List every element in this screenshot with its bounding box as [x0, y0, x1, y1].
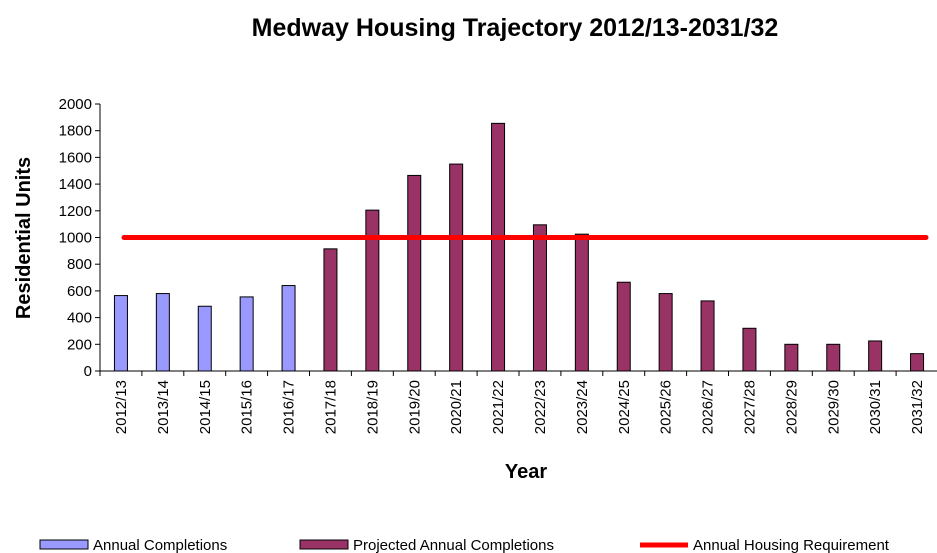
x-tick-label: 2028/29	[783, 380, 800, 434]
bar	[365, 209, 380, 372]
y-axis-label: Residential Units	[13, 157, 35, 319]
x-tick-label: 2015/16	[239, 380, 256, 434]
y-tick-label: 1400	[59, 176, 92, 193]
x-tick-label: 2012/13	[113, 380, 130, 434]
bar	[700, 300, 715, 372]
x-tick-label: 2024/25	[616, 380, 633, 434]
x-tick-label: 2023/24	[574, 380, 591, 434]
x-tick-label: 2026/27	[700, 380, 717, 434]
bar	[281, 285, 296, 372]
bar	[155, 293, 170, 372]
bar	[491, 122, 506, 372]
y-tick-label: 1600	[59, 149, 92, 166]
bar	[574, 233, 589, 372]
bars	[113, 122, 925, 372]
bar	[449, 163, 464, 372]
x-tick-label: 2013/14	[155, 380, 172, 434]
bar	[742, 327, 757, 372]
bar	[532, 224, 547, 372]
x-tick-label: 2029/30	[825, 380, 842, 434]
y-axis-ticks: 0 200 400 600 800 1000 1200 1400 1600 1800 2000	[59, 96, 100, 380]
y-tick-label: 1800	[59, 123, 92, 140]
x-tick-label: 2022/23	[532, 380, 549, 434]
x-tick-label: 2021/22	[490, 380, 507, 434]
bar	[197, 305, 212, 372]
x-tick-label: 2019/20	[406, 380, 423, 434]
x-tick-label: 2016/17	[281, 380, 298, 434]
x-tick-label: 2025/26	[658, 380, 675, 434]
x-tick-label: 2017/18	[322, 380, 339, 434]
bar	[868, 340, 883, 372]
bar	[323, 248, 338, 372]
bar	[616, 281, 631, 372]
bar	[910, 353, 925, 372]
x-axis-ticks: 2012/13 2013/14 2014/15 2015/16 2016/17 2017/…	[99, 371, 926, 434]
axes	[99, 104, 937, 372]
x-tick-label: 2027/28	[741, 380, 758, 434]
y-tick-label: 1000	[59, 230, 92, 247]
x-tick-label: 2030/31	[867, 380, 884, 434]
y-tick-label: 400	[67, 310, 92, 327]
y-tick-label: 800	[67, 256, 92, 273]
x-tick-label: 2020/21	[448, 380, 465, 434]
legend-label: Projected Annual Completions	[353, 537, 554, 553]
legend: Annual Completions Projected Annual Compl…	[39, 537, 890, 553]
x-tick-label: 2014/15	[197, 380, 214, 434]
y-tick-label: 2000	[59, 96, 92, 113]
chart-title: Medway Housing Trajectory 2012/13-2031/3…	[252, 14, 779, 42]
bar	[407, 174, 422, 372]
bar	[239, 296, 254, 372]
bar	[113, 295, 128, 372]
legend-label: Annual Housing Requirement	[693, 537, 890, 553]
y-tick-label: 0	[84, 363, 92, 380]
y-tick-label: 600	[67, 283, 92, 300]
bar	[826, 343, 841, 372]
legend-swatch	[299, 539, 349, 550]
bar	[784, 343, 799, 372]
legend-label: Annual Completions	[93, 537, 227, 553]
legend-swatch	[39, 539, 89, 550]
bar	[658, 293, 673, 372]
x-tick-label: 2031/32	[909, 380, 926, 434]
y-tick-label: 1200	[59, 203, 92, 220]
x-tick-label: 2018/19	[364, 380, 381, 434]
y-tick-label: 200	[67, 336, 92, 353]
x-axis-label: Year	[505, 461, 547, 483]
